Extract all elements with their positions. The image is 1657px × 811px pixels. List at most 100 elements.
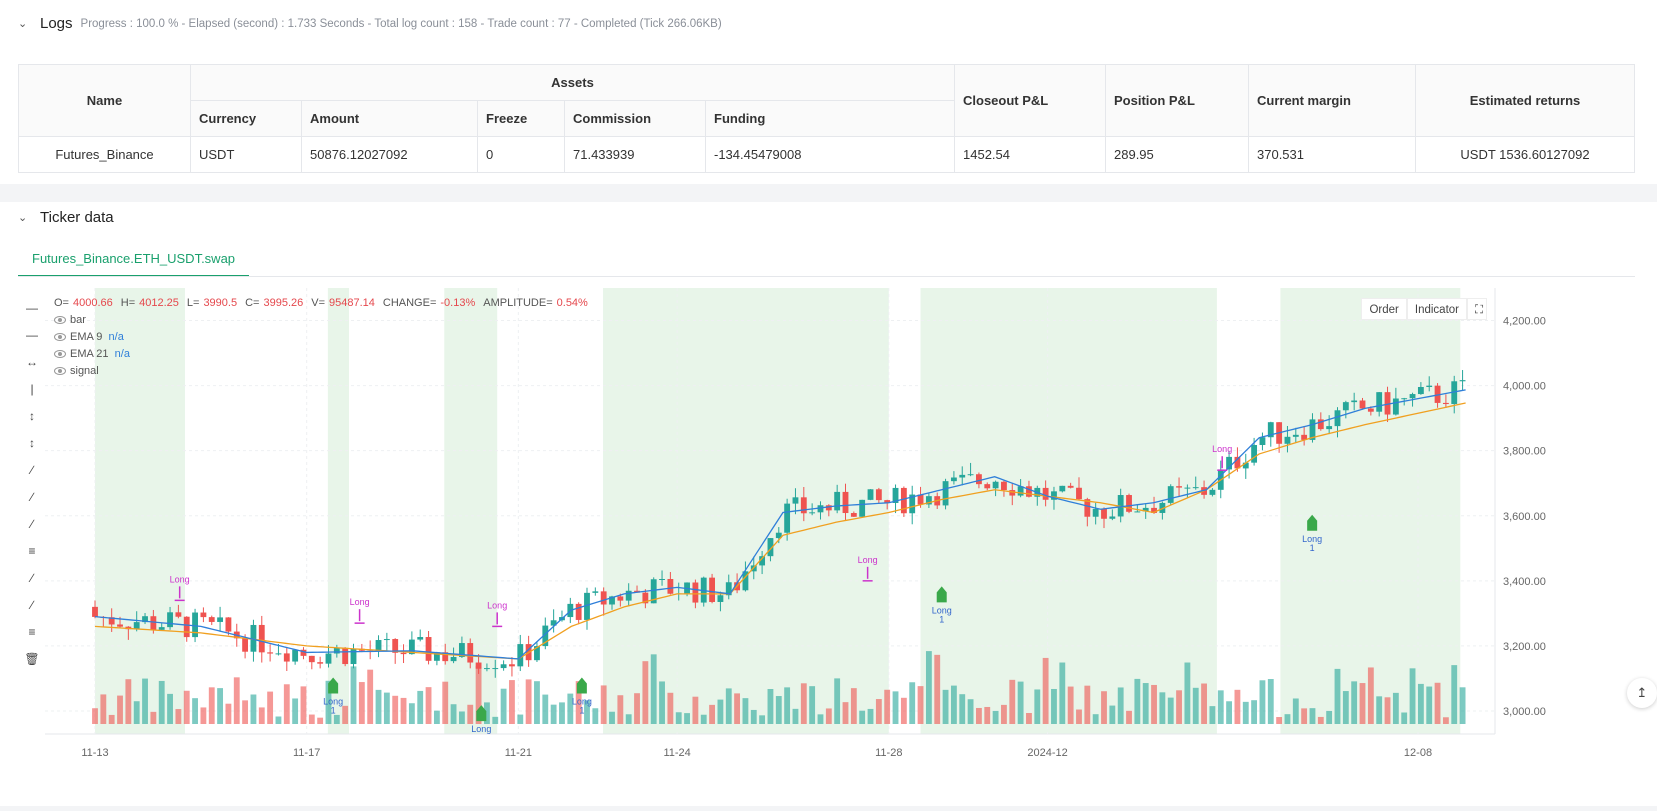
candle-body <box>992 481 999 489</box>
volume-bar <box>1326 710 1333 724</box>
volume-bar <box>1142 683 1149 724</box>
horizontal-segment-icon[interactable]: ↔ <box>26 355 38 369</box>
legend-signal[interactable]: signal <box>54 362 596 379</box>
price-chart[interactable]: 4,200.00 4,000.00 3,800.00 3,600.00 3,400.00… <box>0 288 1657 806</box>
volume-bar <box>1017 681 1024 724</box>
volume-bar <box>1184 662 1191 724</box>
vertical-line-icon[interactable]: ↕ <box>29 409 35 423</box>
row-commission: 71.433939 <box>564 136 706 173</box>
volume-bar <box>1434 682 1441 724</box>
trend-line-icon[interactable]: ∕ <box>30 463 33 477</box>
candle-body <box>150 616 157 630</box>
amplitude-value: 0.54% <box>556 296 588 309</box>
candle-body <box>142 616 148 623</box>
volume-bar <box>517 714 524 724</box>
candle-body <box>617 596 624 601</box>
candle-body <box>1017 486 1024 496</box>
candle-body <box>517 644 524 667</box>
candle-body <box>1009 490 1016 496</box>
candle-body <box>792 497 799 504</box>
candle-body <box>1251 444 1258 463</box>
candle-body <box>1234 456 1241 469</box>
current-margin-header: Current margin <box>1248 64 1416 137</box>
volume-bar <box>917 686 924 724</box>
eye-icon[interactable] <box>54 366 66 375</box>
parallel-line-icon[interactable]: ∕ <box>30 571 33 585</box>
volume-bar <box>1309 708 1316 724</box>
legend-ema21[interactable]: EMA 21 n/a <box>54 345 596 362</box>
ticker-panel: ⌄ Ticker data Futures_Binance.ETH_USDT.s… <box>0 202 1657 806</box>
eye-icon[interactable] <box>54 349 66 358</box>
ema9-line <box>94 389 1466 660</box>
candle-body <box>192 612 198 638</box>
low-value: 3990.5 <box>203 296 238 309</box>
logs-subtitle: Progress : 100.0 % - Elapsed (second) : … <box>80 17 722 30</box>
candlestick-chart-svg[interactable]: 4,200.00 4,000.00 3,800.00 3,600.00 3,400.00… <box>0 288 1657 806</box>
logs-header[interactable]: ⌄ Logs Progress : 100.0 % - Elapsed (sec… <box>18 15 722 32</box>
candle-body <box>717 595 724 602</box>
volume-bar <box>300 686 307 724</box>
legend-ema9[interactable]: EMA 9 n/a <box>54 328 596 345</box>
volume-bar <box>1292 698 1299 724</box>
volume-bar <box>809 686 816 724</box>
volume-bar <box>700 714 707 724</box>
volume-bar <box>400 697 407 724</box>
volume-bar <box>158 680 165 724</box>
volume-bar <box>1459 687 1466 724</box>
candle-body <box>1309 419 1316 440</box>
trash-icon[interactable]: 🗑 <box>24 652 40 666</box>
eye-icon[interactable] <box>54 332 66 341</box>
ticker-header[interactable]: ⌄ Ticker data <box>18 209 114 226</box>
candle-body <box>1126 495 1132 512</box>
volume-bar <box>792 708 799 724</box>
y-tick-label: 4,000.00 <box>1503 381 1546 393</box>
tab-eth-usdt-swap[interactable]: Futures_Binance.ETH_USDT.swap <box>18 242 250 277</box>
price-line-icon[interactable]: ≡ <box>28 544 36 558</box>
volume-bar <box>642 661 649 724</box>
vertical-ray-icon[interactable]: | <box>30 382 34 396</box>
candle-body <box>183 616 190 638</box>
fullscreen-icon[interactable]: ⛶ <box>1467 298 1487 320</box>
vertical-segment-icon[interactable]: ↕ <box>29 436 35 450</box>
volume-bar <box>1059 662 1066 724</box>
candle-body <box>400 652 407 655</box>
straight-line-icon[interactable]: ∕ <box>30 517 33 531</box>
volume-bar <box>1192 687 1199 724</box>
order-button[interactable]: Order <box>1361 298 1407 320</box>
volume-bar <box>275 716 282 724</box>
volume-bar <box>1026 713 1032 724</box>
chevron-down-icon[interactable]: ⌄ <box>18 17 28 30</box>
volume-bar <box>250 694 257 724</box>
volume-bar <box>1009 679 1016 724</box>
long-entry-marker <box>936 586 947 603</box>
long-entry-label: Long <box>323 696 343 706</box>
horizontal-ray-icon[interactable]: — <box>26 301 38 315</box>
horizontal-line-icon[interactable]: — <box>26 328 38 342</box>
scroll-to-top-icon[interactable]: ↥ <box>1627 678 1657 708</box>
ray-line-icon[interactable]: ∕ <box>30 490 33 504</box>
assets-header: Assets <box>190 64 955 101</box>
row-freeze: 0 <box>477 136 565 173</box>
long-entry-marker <box>1307 514 1318 531</box>
eye-icon[interactable] <box>54 315 66 324</box>
candle-body <box>867 489 874 500</box>
volume-bar <box>1201 683 1207 724</box>
fibonacci-icon[interactable]: ≡ <box>28 625 36 639</box>
highlight-band <box>1280 288 1461 734</box>
candle-body <box>333 647 340 654</box>
volume-bar <box>1259 680 1266 724</box>
volume-bar <box>850 688 857 724</box>
volume-value: 95487.14 <box>329 296 375 309</box>
price-channel-icon[interactable]: ∕ <box>30 598 33 612</box>
volume-bar <box>433 710 440 724</box>
chevron-down-icon[interactable]: ⌄ <box>18 211 28 224</box>
candle-body <box>1451 381 1458 405</box>
candle-body <box>759 556 766 566</box>
volume-bar <box>1234 689 1241 724</box>
legend-bar[interactable]: bar <box>54 311 596 328</box>
volume-bar <box>392 695 399 724</box>
volume-bar <box>767 689 774 724</box>
signal-label: Long <box>1212 444 1232 454</box>
volume-bar <box>734 693 741 724</box>
indicator-button[interactable]: Indicator <box>1406 298 1467 320</box>
